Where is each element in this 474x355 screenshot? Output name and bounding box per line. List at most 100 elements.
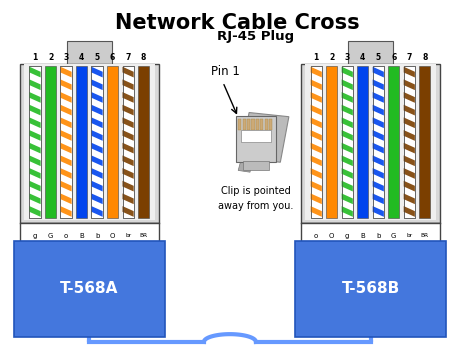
Polygon shape — [91, 193, 103, 204]
Text: G: G — [48, 233, 53, 239]
Bar — [243, 160, 269, 170]
Polygon shape — [61, 92, 72, 103]
Polygon shape — [91, 80, 103, 90]
Polygon shape — [91, 168, 103, 179]
Polygon shape — [404, 92, 415, 103]
Bar — [122, 66, 134, 218]
Text: 7: 7 — [126, 53, 131, 61]
Polygon shape — [404, 130, 415, 141]
Text: Pin 1: Pin 1 — [211, 65, 240, 78]
Bar — [269, 119, 272, 130]
Polygon shape — [122, 168, 134, 179]
Polygon shape — [29, 105, 41, 115]
Text: G: G — [391, 233, 396, 239]
Polygon shape — [404, 67, 415, 77]
Bar — [373, 66, 384, 218]
Polygon shape — [238, 162, 252, 172]
Polygon shape — [29, 118, 41, 128]
Bar — [67, 42, 111, 64]
Bar — [122, 66, 134, 218]
Polygon shape — [122, 118, 134, 128]
Polygon shape — [373, 143, 384, 153]
Polygon shape — [404, 168, 415, 179]
Polygon shape — [122, 67, 134, 77]
Text: 5: 5 — [94, 53, 100, 61]
Text: 8: 8 — [141, 53, 146, 61]
Polygon shape — [310, 105, 322, 115]
Polygon shape — [373, 206, 384, 217]
Polygon shape — [29, 80, 41, 90]
Bar — [260, 119, 264, 130]
Bar — [404, 66, 415, 218]
Text: BR: BR — [139, 233, 148, 238]
Polygon shape — [122, 92, 134, 103]
Text: RJ-45 Plug: RJ-45 Plug — [218, 29, 294, 43]
Polygon shape — [29, 92, 41, 103]
Bar — [247, 119, 250, 130]
Bar — [29, 66, 41, 218]
Text: br: br — [125, 233, 131, 238]
Bar — [252, 119, 255, 130]
Bar — [404, 66, 415, 218]
Polygon shape — [342, 92, 353, 103]
Bar — [29, 66, 41, 218]
Polygon shape — [29, 193, 41, 204]
Bar — [243, 119, 246, 130]
Bar — [236, 116, 276, 162]
Polygon shape — [373, 105, 384, 115]
Bar — [138, 66, 149, 218]
Polygon shape — [310, 130, 322, 141]
Text: o: o — [64, 233, 68, 239]
Polygon shape — [29, 155, 41, 166]
Polygon shape — [373, 168, 384, 179]
Polygon shape — [122, 155, 134, 166]
Bar — [295, 241, 446, 337]
Polygon shape — [310, 193, 322, 204]
Polygon shape — [310, 155, 322, 166]
Bar — [310, 66, 322, 218]
Polygon shape — [29, 67, 41, 77]
Polygon shape — [342, 143, 353, 153]
Text: 6: 6 — [391, 53, 396, 61]
Bar — [348, 42, 393, 64]
Polygon shape — [342, 193, 353, 204]
Bar — [19, 64, 159, 223]
Polygon shape — [373, 130, 384, 141]
Text: 3: 3 — [345, 53, 350, 61]
Polygon shape — [61, 168, 72, 179]
Polygon shape — [29, 181, 41, 191]
Text: 6: 6 — [110, 53, 115, 61]
Text: O: O — [329, 233, 335, 239]
Text: T-568B: T-568B — [341, 282, 400, 296]
Polygon shape — [373, 155, 384, 166]
Polygon shape — [404, 193, 415, 204]
Polygon shape — [310, 206, 322, 217]
Polygon shape — [29, 206, 41, 217]
Bar — [240, 130, 271, 142]
Text: g: g — [345, 233, 349, 239]
Polygon shape — [91, 118, 103, 128]
Polygon shape — [310, 181, 322, 191]
Text: 2: 2 — [329, 53, 334, 61]
Text: 1: 1 — [314, 53, 319, 61]
Polygon shape — [310, 143, 322, 153]
Polygon shape — [122, 80, 134, 90]
Bar — [357, 66, 368, 218]
Polygon shape — [91, 105, 103, 115]
Bar — [388, 66, 400, 218]
Polygon shape — [342, 168, 353, 179]
Polygon shape — [342, 155, 353, 166]
Polygon shape — [91, 206, 103, 217]
Text: 1: 1 — [32, 53, 37, 61]
Polygon shape — [29, 168, 41, 179]
Bar — [373, 66, 384, 218]
Polygon shape — [61, 155, 72, 166]
Bar — [61, 66, 72, 218]
Text: Network Cable Cross: Network Cable Cross — [115, 13, 359, 33]
Bar — [301, 64, 440, 223]
Polygon shape — [342, 181, 353, 191]
Polygon shape — [373, 92, 384, 103]
Bar — [76, 66, 87, 218]
Bar — [342, 66, 353, 218]
Bar — [305, 64, 436, 220]
